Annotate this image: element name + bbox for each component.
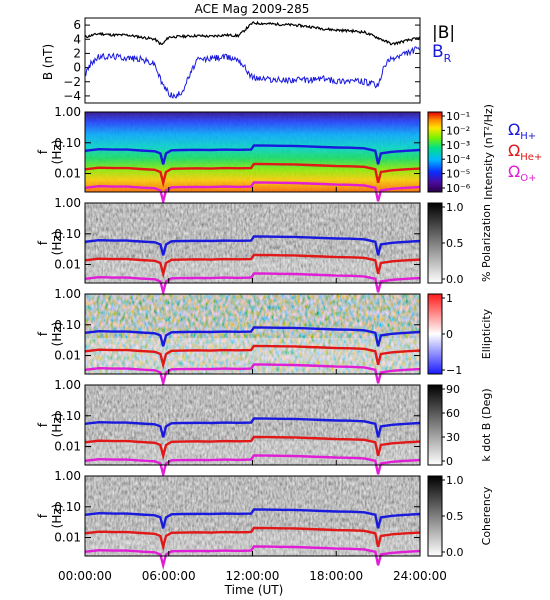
o-gyrofrequency-line: [84, 363, 421, 389]
y-axis-label: f(Hz): [36, 413, 64, 438]
colorbar-tick-label: 1: [446, 292, 453, 305]
colorbar-tick-label: 0: [446, 328, 453, 341]
y-axis-label: B (nT): [41, 44, 55, 80]
colorbar-tick-label: 0.5: [446, 237, 464, 250]
x-tick-label: 00:00:00: [58, 569, 112, 583]
he-gyrofrequency-line: [84, 344, 421, 370]
colorbar-tick-label: 0.0: [446, 546, 464, 559]
y-tick-label: 1.00: [54, 378, 81, 392]
colorbar-label: Coherency: [480, 486, 493, 545]
colorbar-tick-label: 0: [446, 455, 453, 468]
series-line-b-magnitude: [84, 20, 421, 46]
y-axis-label: f(Hz): [36, 322, 64, 347]
colorbar-tick-label: 0.5: [446, 510, 464, 523]
y-tick-label: 0.10: [54, 136, 81, 150]
y-tick-label: 1.00: [54, 105, 81, 119]
x-tick-label: 24:00:00: [393, 569, 447, 583]
figure-title: ACE Mag 2009-285: [195, 2, 310, 16]
colorbar: [427, 293, 443, 375]
x-axis-label: Time (UT): [224, 583, 284, 597]
o-gyrofrequency-line: [84, 181, 421, 207]
colorbar: [427, 475, 443, 557]
y-tick-label: 0.01: [54, 258, 81, 272]
legend-gyrofrequency-he-plus: ΩHe+: [508, 141, 542, 163]
colorbar-label: Ellipticity: [480, 308, 493, 359]
legend-b-radial: BR: [432, 42, 452, 65]
y-tick-label: 0.01: [54, 531, 81, 545]
h-gyrofrequency-line: [84, 417, 421, 438]
spectrogram-image: [85, 203, 420, 283]
h-gyrofrequency-line: [84, 508, 421, 529]
y-axis-label: f(Hz): [36, 504, 64, 529]
colorbar: [427, 384, 443, 466]
k-dot-b-panel: 1.00 0.10 0.01 f(Hz) 90 60 30 0 k dot B (Deg): [36, 378, 493, 480]
colorbar-tick-label: 90: [446, 383, 460, 396]
y-tick-label: 0.10: [54, 500, 81, 514]
y-tick-label: 0.01: [54, 167, 81, 181]
legend-b-magnitude: |B|: [432, 23, 455, 43]
colorbar-tick-label: 10⁻⁶: [446, 182, 471, 195]
y-tick-label: 0.10: [54, 318, 81, 332]
x-tick-label: 18:00:00: [309, 569, 363, 583]
o-gyrofrequency-line: [84, 454, 421, 480]
legend-gyrofrequency-h-plus: ΩH+: [508, 120, 536, 142]
spectrogram-image: [85, 476, 420, 556]
colorbar-tick-label: 30: [446, 431, 460, 444]
he-gyrofrequency-line: [84, 253, 421, 279]
y-tick-label: 1.00: [54, 287, 81, 301]
intensity-spectrogram-panel: 1.00 0.10 0.01 f(Hz) 10⁻¹10⁻² 10⁻³10⁻⁴ 10⁻⁵10⁻…: [36, 104, 542, 207]
colorbar-label: Intensity (nT²/Hz): [482, 104, 495, 200]
colorbar-tick-label: 10⁻²: [446, 124, 470, 137]
he-gyrofrequency-line: [84, 526, 421, 552]
colorbar-tick-label: 10⁻¹: [446, 110, 470, 123]
colorbar-label: k dot B (Deg): [480, 388, 493, 461]
spectrogram-image: [85, 385, 420, 465]
colorbar-tick-label: 1.0: [446, 474, 464, 487]
coherency-panel: 1.00 0.10 0.01 f(Hz) 1.0 0.5 0.0 Coherency: [36, 469, 493, 571]
x-tick-label: 06:00:00: [142, 569, 196, 583]
colorbar-tick-label: 60: [446, 407, 460, 420]
colorbar-tick-label: 10⁻⁵: [446, 168, 470, 181]
colorbar-tick-label: 10⁻³: [446, 139, 470, 152]
h-gyrofrequency-line: [84, 144, 421, 165]
colorbar-tick-label: 10⁻⁴: [446, 153, 471, 166]
y-tick-label: 0: [73, 61, 81, 75]
colorbar-tick-label: −1: [446, 364, 462, 377]
y-tick-label: −4: [63, 89, 81, 103]
he-gyrofrequency-line: [84, 162, 421, 188]
spectrogram-image: [85, 294, 420, 374]
colorbar-tick-label: 1.0: [446, 201, 464, 214]
y-tick-label: 0.10: [54, 227, 81, 241]
y-axis-label: f(Hz): [36, 231, 64, 256]
x-tick-label: 12:00:00: [226, 569, 280, 583]
o-gyrofrequency-line: [84, 545, 421, 571]
o-gyrofrequency-line: [84, 272, 421, 298]
y-tick-label: 1.00: [54, 469, 81, 483]
h-gyrofrequency-line: [84, 326, 421, 347]
he-gyrofrequency-line: [84, 435, 421, 461]
colorbar: [427, 111, 443, 193]
polarization-panel: 1.00 0.10 0.01 f(Hz) 1.0 0.5 0.0 % Polarization: [36, 196, 493, 298]
h-gyrofrequency-line: [84, 235, 421, 256]
ellipticity-panel: 1.00 0.10 0.01 f(Hz) 1 0 −1 Ellipticity: [36, 287, 493, 389]
y-tick-label: 0.01: [54, 440, 81, 454]
colorbar-label: % Polarization: [480, 204, 493, 282]
spectrogram-texture: [85, 112, 420, 192]
y-tick-label: 0.10: [54, 409, 81, 423]
y-axis-label: f(Hz): [36, 140, 64, 165]
y-tick-label: 2: [73, 46, 81, 60]
y-tick-label: 1.00: [54, 196, 81, 210]
y-tick-label: −2: [63, 75, 81, 89]
colorbar: [427, 202, 443, 284]
y-tick-label: 4: [73, 32, 81, 46]
plot-frame: [84, 17, 421, 104]
series-line-b-radial: [84, 46, 421, 99]
legend-gyrofrequency-o-plus: ΩO+: [508, 162, 536, 184]
y-tick-label: 6: [73, 18, 81, 32]
colorbar-tick-label: 0.0: [446, 273, 464, 286]
y-tick-label: 0.01: [54, 349, 81, 363]
